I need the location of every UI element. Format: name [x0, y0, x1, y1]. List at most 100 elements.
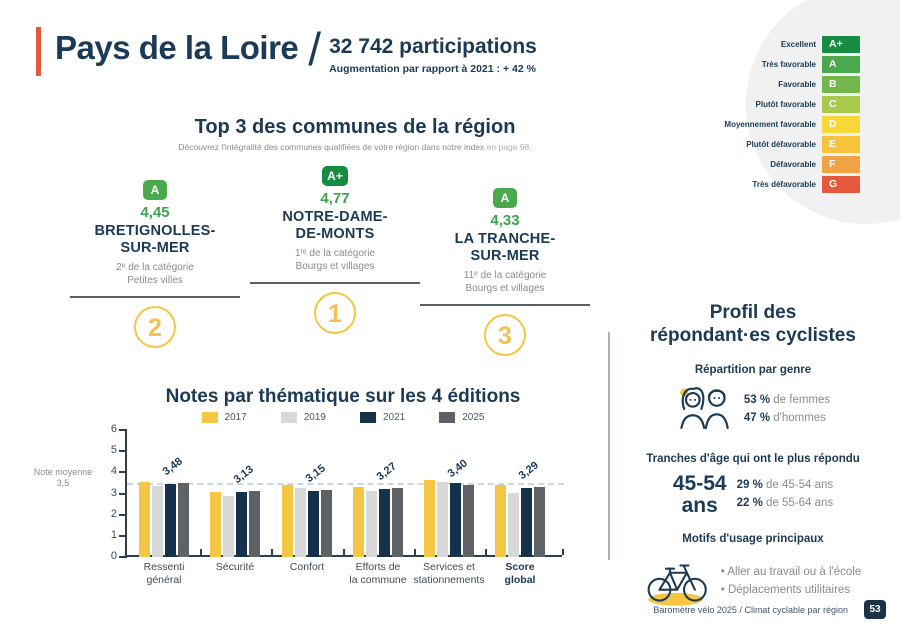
y-axis-label: 3	[110, 486, 117, 499]
y-axis-tick	[119, 450, 127, 453]
bar-value-label: 3,29	[516, 459, 541, 483]
bar-2025	[178, 483, 189, 557]
commune-card-rank3: A 4,33 LA TRANCHE- SUR-MER 11ᵉ de la caté…	[420, 188, 590, 356]
rank-circle: 3	[484, 313, 526, 356]
top3-subtitle: Découvrez l'intégralité des communes qua…	[105, 142, 605, 152]
top3-subtitle-link: en page 98.	[486, 142, 532, 152]
bar-2025	[463, 485, 474, 557]
commune-category: 11ᵉ de la catégorie Bourgs et villages	[463, 269, 547, 294]
legend-label: 2017	[224, 412, 247, 423]
commune-score: 4,45	[140, 204, 170, 221]
age-row: 45-54 ans 29 % de 45-54 ans 22 % de 55-64…	[616, 471, 890, 517]
reference-line	[127, 482, 564, 485]
card-divider	[420, 303, 590, 306]
bar-2025	[249, 490, 260, 557]
bar-value-label: 3,15	[303, 462, 328, 486]
category-label: Sécurité	[215, 561, 255, 573]
bar-2017	[495, 485, 506, 557]
bar-2025	[321, 490, 332, 557]
card-divider	[250, 281, 420, 284]
bar-2019	[366, 490, 377, 557]
x-axis-tick	[562, 549, 564, 555]
bar-2019	[508, 492, 519, 557]
reference-line-label: Note moyenne 3,5	[33, 467, 93, 489]
grade-badge: A	[493, 188, 517, 208]
commune-category: 1ʳᵉ de la catégorie Bourgs et villages	[294, 247, 376, 272]
gender-stat: 47 % d'hommes	[743, 412, 826, 425]
footer-text: Baromètre vélo 2025 / Climat cyclable pa…	[653, 605, 848, 615]
scale-row: Excellent A+	[712, 36, 860, 53]
gender-row: 53 % de femmes 47 % d'hommes	[616, 384, 890, 437]
gender-stats: 53 % de femmes 47 % d'hommes	[744, 392, 830, 428]
bar-2021	[521, 487, 532, 557]
commune-name: NOTRE-DAME- DE-MONTS	[282, 209, 388, 243]
scale-row: Moyennement favorable D	[712, 116, 860, 133]
chart-plot: 0 1 2 3 4 5 6 3,48 Ressenti général 3,13 Sécurité 3,…	[111, 423, 564, 586]
bar-2021	[165, 484, 176, 557]
legend-item: 2025	[439, 412, 485, 423]
bar-2021	[308, 490, 319, 557]
y-axis-tick	[119, 429, 127, 431]
usage-row: Aller au travail ou à l'école Déplacemen…	[616, 553, 890, 612]
y-axis-label: 6	[110, 423, 117, 435]
age-stats: 29 % de 45-54 ans 22 % de 55-64 ans	[737, 477, 834, 513]
x-axis-tick	[413, 549, 416, 555]
legend-item: 2019	[280, 412, 326, 423]
category-label: Efforts de la commune	[349, 561, 407, 587]
bar-value-label: 3,40	[445, 457, 470, 481]
participations-count: 32 742 participations	[329, 35, 537, 58]
y-axis-label: 1	[110, 528, 117, 541]
commune-name: LA TRANCHE- SUR-MER	[454, 231, 556, 265]
profile-section: Profil des répondant·es cyclistes Réparti…	[616, 302, 890, 612]
bar-value-label: 3,27	[374, 460, 399, 483]
scale-row: Très favorable A	[712, 56, 860, 73]
age-stat: 29 % de 45-54 ans	[736, 478, 834, 491]
rating-scale: Excellent A+ Très favorable A Favorable B Plut…	[712, 36, 860, 196]
scale-grade-badge: E	[822, 136, 860, 153]
bar-2019	[223, 495, 234, 557]
category-label: Ressenti général	[143, 561, 185, 587]
commune-score: 4,77	[320, 190, 350, 207]
x-axis-tick	[270, 549, 273, 555]
section-divider	[608, 332, 610, 560]
rank-circle: 1	[314, 291, 356, 334]
y-axis-tick	[119, 556, 127, 558]
grade-badge: A	[143, 180, 167, 200]
scale-grade-badge: C	[822, 96, 860, 113]
page-title: Pays de la Loire	[55, 29, 299, 66]
gender-icon	[676, 384, 734, 437]
scale-label: Très défavorable	[752, 180, 816, 189]
usage-heading: Motifs d'usage principaux	[682, 532, 824, 545]
bar-2017	[282, 484, 293, 557]
category-label: Confort	[289, 561, 325, 573]
age-highlight: 45-54 ans	[672, 471, 727, 517]
top3-title: Top 3 des communes de la région	[194, 116, 516, 138]
profile-title: Profil des répondant·es cyclistes	[650, 302, 856, 346]
legend-swatch	[201, 412, 218, 423]
title-slash: /	[308, 23, 322, 75]
y-axis-tick	[119, 513, 127, 516]
y-axis-label: 2	[110, 507, 117, 520]
scale-grade-badge: A	[822, 56, 860, 73]
legend-swatch	[280, 412, 297, 423]
legend-label: 2025	[462, 412, 485, 423]
scale-grade-badge: G	[822, 176, 860, 193]
legend-label: 2021	[383, 412, 406, 423]
x-axis-tick	[484, 549, 487, 555]
scale-row: Défavorable F	[712, 156, 860, 173]
age-stat: 22 % de 55-64 ans	[736, 496, 834, 509]
scale-label: Favorable	[778, 80, 816, 89]
bar-2025	[392, 487, 403, 557]
top3-subtitle-text: Découvrez l'intégralité des communes qua…	[178, 142, 485, 152]
commune-card-rank2: A 4,45 BRETIGNOLLES- SUR-MER 2ᵉ de la cat…	[70, 180, 240, 348]
age-heading: Tranches d'âge qui ont le plus répondu	[646, 452, 860, 465]
y-axis-tick	[119, 492, 127, 495]
y-axis-label: 5	[110, 444, 117, 457]
scale-grade-badge: D	[822, 116, 860, 133]
bar-2017	[353, 487, 364, 557]
chart-legend: 2017 2019 2021 2025	[98, 412, 588, 423]
card-divider	[70, 295, 240, 298]
scale-label: Plutôt favorable	[755, 100, 816, 109]
usage-item: Aller au travail ou à l'école	[721, 564, 861, 582]
